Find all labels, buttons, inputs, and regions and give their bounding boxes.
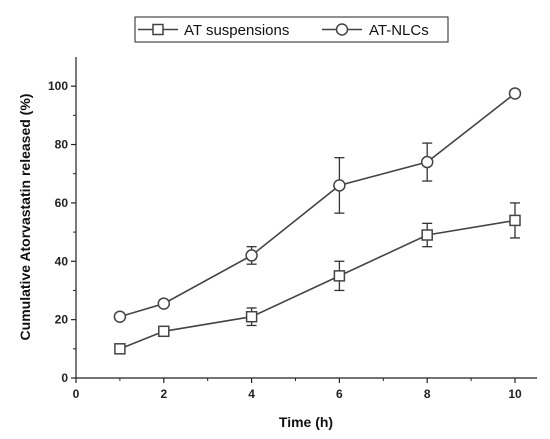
x-ticks: 0 2 4 6 8 10 [73, 378, 522, 401]
legend-square-marker [152, 23, 164, 36]
x-axis-title: Time (h) [279, 414, 333, 430]
y-tick-label: 80 [55, 138, 69, 152]
circle-marker [245, 249, 258, 262]
square-marker [333, 270, 346, 282]
square-marker [421, 229, 433, 241]
circle-marker [508, 87, 522, 100]
legend-item-0: AT suspensions [138, 22, 289, 39]
square-marker [509, 214, 521, 227]
y-tick-label: 60 [55, 196, 69, 210]
series-line [119, 219, 516, 350]
y-tick-label: 20 [55, 313, 69, 327]
series-line [119, 92, 516, 318]
legend-label-0: AT suspensions [184, 22, 289, 39]
legend: AT suspensions AT-NLCs [134, 16, 449, 43]
y-axis-title: Cumulative Atorvastatin released (%) [17, 94, 33, 341]
square-marker [158, 325, 170, 338]
y-tick-label: 0 [61, 371, 68, 385]
circle-marker [420, 155, 434, 169]
series-layer [113, 87, 522, 355]
circle-marker [157, 297, 171, 310]
y-tick-label: 40 [55, 254, 69, 268]
x-tick-label: 0 [73, 387, 80, 401]
x-tick-label: 6 [336, 387, 343, 401]
series-0 [114, 202, 521, 355]
series-1 [113, 87, 522, 323]
x-tick-label: 4 [248, 387, 255, 401]
circle-marker [333, 179, 346, 192]
legend-box [134, 16, 449, 43]
x-tick-label: 10 [508, 387, 522, 401]
square-marker [245, 310, 258, 323]
y-tick-label: 100 [48, 79, 68, 93]
circle-marker [113, 310, 127, 323]
legend-item-1: AT-NLCs [322, 22, 429, 39]
legend-circle-marker [335, 23, 349, 36]
y-ticks: 0 20 40 60 80 100 [48, 79, 76, 385]
x-tick-label: 2 [160, 387, 167, 401]
square-marker [114, 343, 126, 355]
legend-label-1: AT-NLCs [369, 22, 429, 39]
x-tick-label: 8 [424, 387, 431, 401]
